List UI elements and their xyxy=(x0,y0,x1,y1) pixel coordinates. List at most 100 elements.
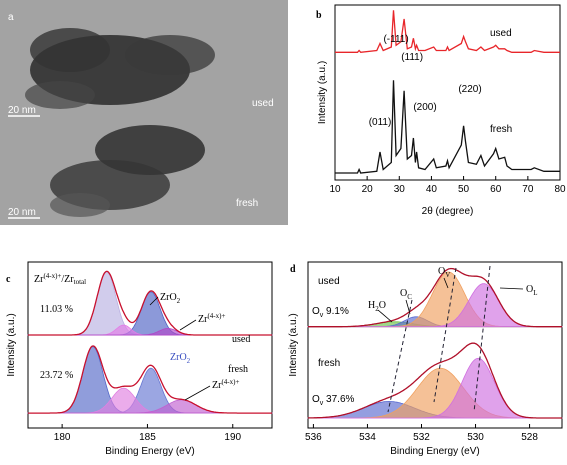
x-tick-label: 60 xyxy=(490,184,502,195)
x-tick-label: 10 xyxy=(329,184,341,195)
arrow xyxy=(443,277,449,289)
text: Zr xyxy=(212,380,222,391)
x-axis-label: 2θ (degree) xyxy=(422,206,474,217)
arrow xyxy=(499,287,524,290)
text: 2 xyxy=(187,357,191,365)
fit-envelope xyxy=(28,270,272,336)
x-axis-label: Binding Energy (eV) xyxy=(105,446,195,457)
text: 37.6% xyxy=(323,394,354,405)
particle xyxy=(25,81,95,109)
h2o-label: H2O xyxy=(368,300,386,313)
text: O xyxy=(400,288,407,299)
guide-line xyxy=(473,265,491,413)
text: C xyxy=(407,293,412,301)
legend-label: used xyxy=(490,28,512,39)
text: 2 xyxy=(375,305,379,313)
text: Zr xyxy=(198,314,208,325)
panel-label: c xyxy=(6,274,11,285)
text: H xyxy=(368,300,375,311)
sample-label: fresh xyxy=(236,198,258,209)
zr-label: Zr(4-x)+ xyxy=(212,378,239,391)
x-tick-label: 180 xyxy=(54,432,71,443)
text: O xyxy=(438,266,445,277)
fit-envelope xyxy=(308,342,562,419)
guide-line xyxy=(433,267,457,403)
text: ZrO xyxy=(170,352,187,363)
fit-envelope xyxy=(28,345,272,414)
panel-label: a xyxy=(8,12,14,23)
arrow xyxy=(405,299,411,315)
ratio-value: 11.03 % xyxy=(40,304,73,315)
arrow xyxy=(184,385,211,401)
arrow xyxy=(149,296,159,306)
text: total xyxy=(74,278,86,286)
text: /Zr xyxy=(61,274,74,285)
peak-label: (011) xyxy=(369,117,392,128)
text: O xyxy=(312,394,320,405)
x-tick-label: 530 xyxy=(467,432,484,443)
text: v xyxy=(320,312,324,319)
x-tick-label: 70 xyxy=(522,184,534,195)
xps-zr-annotations: Zr(4-x)+/Zrtotal 11.03 % 23.72 % ZrO2 Zr… xyxy=(34,272,250,401)
text: v xyxy=(320,400,324,407)
oc-label: OC xyxy=(400,288,412,301)
zro2-label: ZrO2 xyxy=(160,292,181,305)
plot-frame xyxy=(307,261,563,429)
text: O xyxy=(526,284,533,295)
text: (4-x)+ xyxy=(207,312,225,320)
text: V xyxy=(445,271,450,279)
peak-label: (200) xyxy=(413,102,436,113)
text: 9.1% xyxy=(323,306,349,317)
particle xyxy=(50,193,110,217)
x-tick-label: 40 xyxy=(426,184,438,195)
text: Zr xyxy=(34,274,44,285)
spectrum-name: used xyxy=(232,334,250,345)
ov-fraction: Ov 37.6% xyxy=(312,394,355,407)
ov-fraction: Ov 9.1% xyxy=(312,306,349,319)
sample-label: used xyxy=(252,98,274,109)
x-tick-label: 20 xyxy=(362,184,374,195)
ol-label: OL xyxy=(526,284,538,297)
fit-envelope xyxy=(308,267,562,328)
panel-label: b xyxy=(316,10,322,21)
arrow xyxy=(179,319,197,331)
x-tick-label: 30 xyxy=(394,184,406,195)
spectrum-name: used xyxy=(318,276,340,287)
x-tick-label: 185 xyxy=(139,432,156,443)
ratio-value: 23.72 % xyxy=(40,370,73,381)
particle xyxy=(125,35,215,75)
plot-frame xyxy=(27,261,273,429)
zr-label: Zr(4-x)+ xyxy=(198,312,225,325)
spectrum-line xyxy=(335,80,560,174)
legend-label: fresh xyxy=(490,124,512,135)
x-tick-label: 190 xyxy=(224,432,241,443)
x-axis-label: Binding Energy (eV) xyxy=(390,446,480,457)
scale-label: 20 nm xyxy=(8,207,36,218)
particle xyxy=(30,28,110,72)
y-axis-label: Intensity (a.u.) xyxy=(288,313,299,376)
y-axis-label: Intensity (a.u.) xyxy=(6,313,17,376)
xps-o-annotations: used fresh Ov 9.1% Ov 37.6% H2O OC OV OL xyxy=(312,265,538,413)
panel-label: d xyxy=(290,264,296,275)
x-tick-label: 536 xyxy=(305,432,322,443)
ov-label: OV xyxy=(438,266,450,279)
fit-component xyxy=(307,271,563,328)
tem-panel: a used fresh 20 nm 20 nm xyxy=(0,0,288,225)
ratio-label: Zr(4-x)+/Zrtotal xyxy=(34,272,86,286)
x-tick-label: 50 xyxy=(458,184,470,195)
y-axis-label: Intensity (a.u.) xyxy=(317,61,328,124)
arrow xyxy=(377,309,393,323)
text: (4-x)+ xyxy=(43,272,61,280)
text: (4-x)+ xyxy=(221,378,239,386)
text: O xyxy=(379,300,386,311)
peak-label: (111) xyxy=(401,52,423,63)
spectrum-name: fresh xyxy=(228,364,248,375)
plot-frame xyxy=(334,4,561,181)
text: L xyxy=(533,289,537,297)
text: O xyxy=(312,306,320,317)
x-tick-label: 80 xyxy=(554,184,566,195)
scale-label: 20 nm xyxy=(8,105,36,116)
x-tick-label: 528 xyxy=(521,432,538,443)
zro2-label: ZrO2 xyxy=(170,352,191,365)
